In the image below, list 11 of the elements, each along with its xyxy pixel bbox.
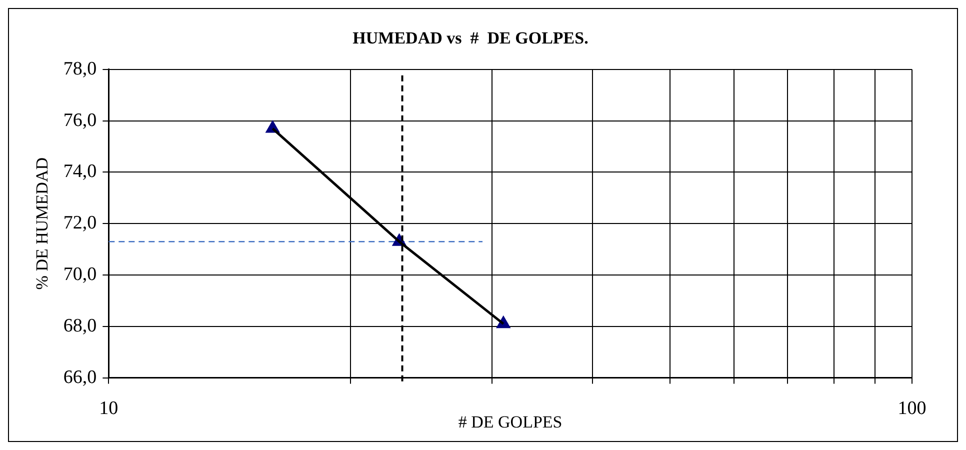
x-tick-label: 100	[898, 398, 926, 420]
y-tick-label: 76,0	[63, 110, 97, 131]
y-tick-label: 70,0	[63, 264, 97, 285]
y-tick-label: 68,0	[63, 315, 97, 336]
y-tick-label: 78,0	[63, 58, 97, 80]
chart-title: HUMEDAD vs # DE GOLPES.	[352, 28, 588, 48]
y-axis-title: % DE HUMEDAD	[32, 157, 52, 290]
y-tick-label: 74,0	[63, 161, 97, 182]
y-tick-label: 66,0	[63, 366, 97, 388]
x-tick-label: 10	[99, 398, 118, 420]
y-tick-label: 72,0	[63, 212, 97, 234]
